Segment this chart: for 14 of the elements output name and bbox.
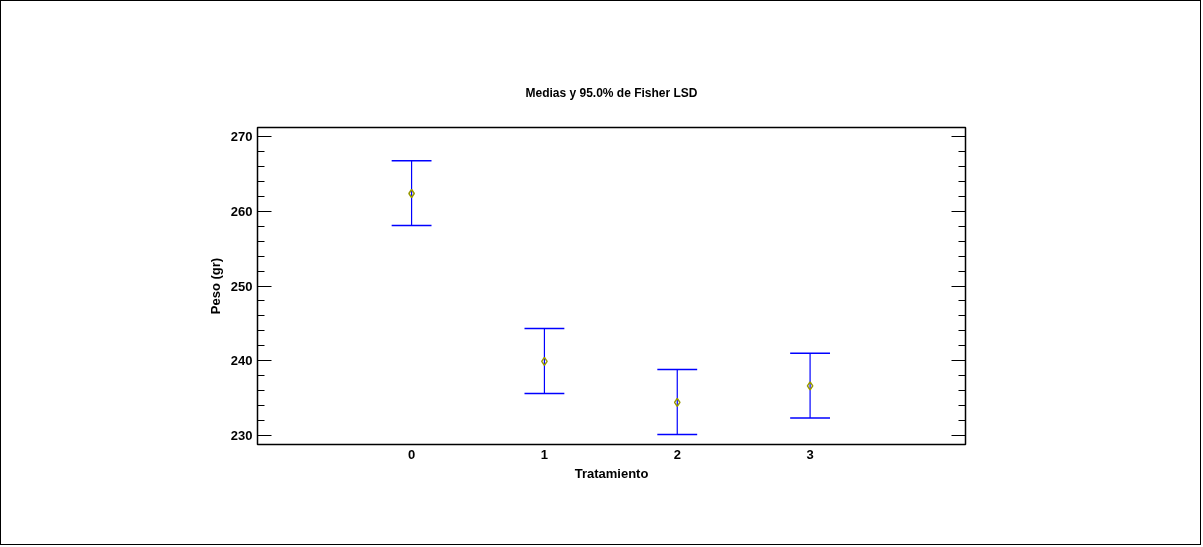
chart-title: Medias y 95.0% de Fisher LSD — [525, 85, 698, 100]
x-tick-label: 0 — [407, 446, 416, 462]
x-tick-label: 3 — [806, 446, 814, 462]
y-tick-label: 260 — [230, 203, 253, 219]
point — [673, 397, 681, 408]
x-tick-label: 1 — [540, 446, 549, 462]
x-axis-title: Tratamiento — [574, 465, 649, 481]
y-tick-label: 230 — [230, 427, 253, 443]
x-tick-label: 2 — [673, 446, 681, 462]
y-tick-label: 250 — [230, 278, 253, 294]
y-tick-label: 270 — [230, 129, 253, 145]
point — [806, 381, 814, 391]
y-tick-label: 240 — [230, 353, 253, 369]
y-axis-title: Peso (gr) — [207, 257, 223, 315]
